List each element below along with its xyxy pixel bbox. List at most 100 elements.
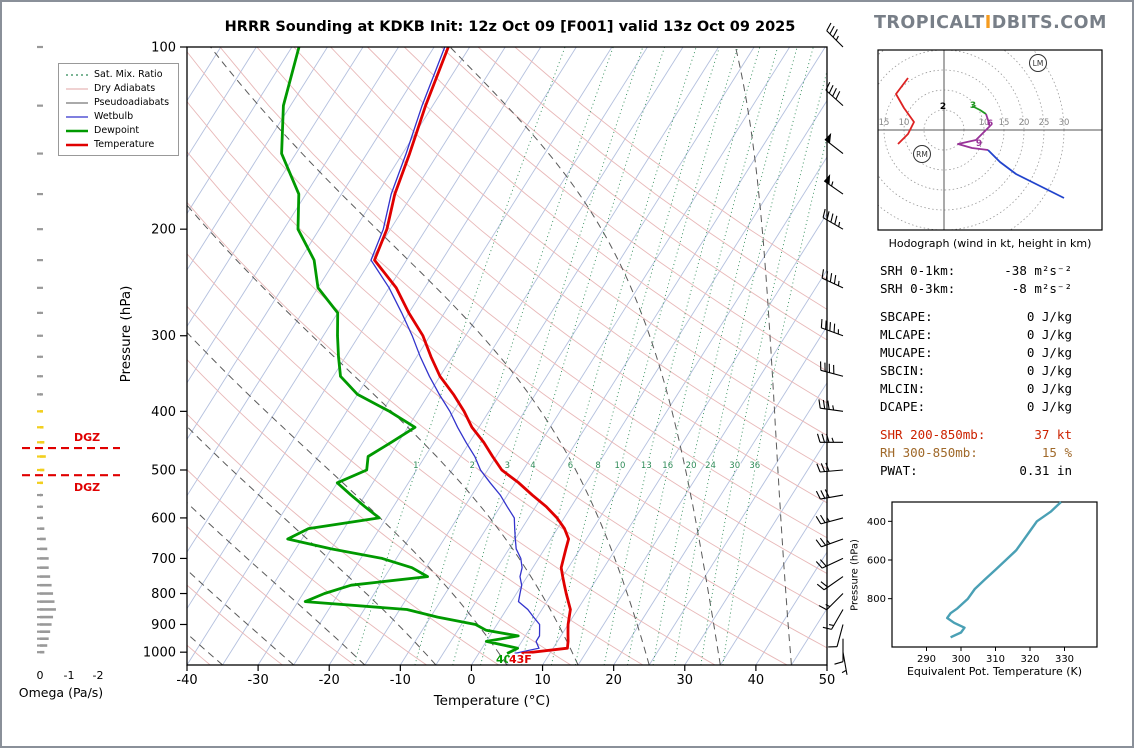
svg-text:43F: 43F — [509, 653, 532, 666]
sounding-profiles — [280, 47, 572, 655]
indices-panel: SRH 0-1km: -38 m²s⁻² SRH 0-3km: -8 m²s⁻² SBC… — [880, 262, 1072, 480]
pressure-axis-label: Pressure (hPa) — [118, 285, 134, 383]
svg-text:2: 2 — [470, 461, 475, 471]
svg-text:15: 15 — [879, 118, 890, 128]
svg-text:8: 8 — [595, 461, 600, 471]
dewpoint-curve — [280, 47, 520, 655]
dry-adiabat-lines — [187, 47, 827, 665]
stat-row-dcape: DCAPE: 0 J/kg — [880, 398, 1072, 416]
svg-text:800: 800 — [151, 587, 176, 602]
wind-barbs — [815, 22, 848, 675]
skewt-axes: 100 200 300 400 500 600 700 800 900 1000-40 -30 -20… — [143, 41, 835, 689]
svg-text:16: 16 — [662, 461, 673, 471]
svg-text:10: 10 — [534, 673, 551, 688]
legend-swatch-dew — [66, 129, 88, 132]
dgz-markers: DGZ DGZ — [22, 431, 120, 494]
svg-text:-20: -20 — [319, 673, 340, 688]
hodograph-trace — [895, 77, 1065, 199]
stat-row-mlcin: MLCIN: 0 J/kg — [880, 380, 1072, 398]
legend-item-temp: Temperature — [65, 139, 169, 150]
stat-row-mucape: MUCAPE: 0 J/kg — [880, 344, 1072, 362]
stat-value: 37 kt — [1034, 427, 1072, 442]
stat-label: MUCAPE: — [880, 345, 933, 360]
legend-item-dew: Dewpoint — [65, 125, 169, 136]
stat-value: 15 % — [1041, 445, 1072, 460]
storm-motion-markers: LM RM — [913, 54, 1047, 163]
isotherm-lines — [187, 47, 827, 665]
hodograph-rings — [878, 50, 1102, 230]
hodograph-height-labels: 2 3 69 — [940, 101, 993, 149]
svg-text:800: 800 — [867, 594, 886, 605]
svg-text:2: 2 — [940, 102, 946, 112]
svg-text:40F: 40F — [496, 653, 519, 666]
omega-axis-label: Omega (Pa/s) — [18, 685, 104, 700]
svg-text:310: 310 — [986, 654, 1005, 665]
legend-swatch-wetbulb — [66, 115, 88, 118]
svg-text:0: 0 — [37, 669, 44, 682]
stat-value: 0 J/kg — [1026, 381, 1072, 396]
svg-text:24: 24 — [705, 461, 716, 471]
legend-label: Temperature — [94, 139, 155, 150]
stat-value: 0 J/kg — [1026, 309, 1072, 324]
stat-value: 0 J/kg — [1026, 327, 1072, 342]
legend-item-wetbulb: Wetbulb — [65, 111, 169, 122]
svg-text:-30: -30 — [247, 673, 268, 688]
thetae-axis-label: Equivalent Pot. Temperature (K) — [906, 665, 1083, 678]
stat-value: 0 J/kg — [1026, 345, 1072, 360]
legend-item-mixratio: Sat. Mix. Ratio — [65, 69, 169, 80]
svg-text:40: 40 — [748, 673, 765, 688]
svg-text:DGZ: DGZ — [74, 431, 100, 444]
svg-text:600: 600 — [151, 511, 176, 526]
stat-row-sbcape: SBCAPE: 0 J/kg — [880, 308, 1072, 326]
svg-text:50: 50 — [819, 673, 836, 688]
svg-text:20: 20 — [605, 673, 622, 688]
stat-label: SBCIN: — [880, 363, 926, 378]
svg-text:400: 400 — [151, 405, 176, 420]
legend-label: Dewpoint — [94, 125, 140, 136]
hodograph-panel: 10 15 20 25 30 15 10 2 3 69 LM RM — [877, 49, 1103, 231]
svg-text:300: 300 — [151, 329, 176, 344]
stat-value: 0.31 in — [1019, 463, 1072, 478]
legend: Sat. Mix. Ratio Dry Adiabats Pseudoadiabat… — [58, 63, 180, 156]
svg-text:500: 500 — [151, 464, 176, 479]
svg-text:13: 13 — [641, 461, 652, 471]
legend-label: Wetbulb — [94, 111, 134, 122]
stat-row-rh: RH 300-850mb: 15 % — [880, 444, 1072, 462]
svg-text:900: 900 — [151, 618, 176, 633]
svg-text:10: 10 — [615, 461, 626, 471]
wetbulb-curve — [370, 47, 541, 655]
svg-text:3: 3 — [970, 101, 976, 111]
stat-label: SHR 200-850mb: — [880, 427, 986, 442]
svg-text:6: 6 — [987, 119, 993, 129]
stat-row-shr: SHR 200-850mb: 37 kt — [880, 426, 1072, 444]
svg-text:DGZ: DGZ — [74, 481, 100, 494]
legend-swatch-dry — [66, 87, 88, 90]
svg-text:100: 100 — [151, 41, 176, 56]
svg-text:330: 330 — [1055, 654, 1074, 665]
theta-e-curve — [946, 501, 1062, 639]
svg-text:-40: -40 — [176, 673, 197, 688]
svg-text:20: 20 — [686, 461, 697, 471]
svg-text:700: 700 — [151, 552, 176, 567]
svg-text:15: 15 — [999, 118, 1010, 128]
svg-text:320: 320 — [1020, 654, 1039, 665]
svg-text:25: 25 — [1039, 118, 1050, 128]
skewt-background: 1 2 3 4 6 8 10 13 16 20 24 30 36 — [187, 47, 827, 665]
thetae-pressure-axis-label: Pressure (hPa) — [849, 539, 861, 611]
legend-swatch-mixratio — [66, 73, 88, 76]
temperature-curve — [373, 47, 572, 655]
svg-text:-10: -10 — [390, 673, 411, 688]
stat-value: 0 J/kg — [1026, 363, 1072, 378]
svg-text:3: 3 — [505, 461, 510, 471]
legend-swatch-pseudo — [66, 101, 88, 104]
theta-e-panel: 290 300 310 320 330 400 600 800 — [867, 501, 1098, 665]
stat-label: MLCAPE: — [880, 327, 933, 342]
stat-row-srh1: SRH 0-1km: -38 m²s⁻² — [880, 262, 1072, 280]
mixing-ratio-lines — [353, 47, 827, 665]
svg-text:300: 300 — [951, 654, 970, 665]
svg-text:200: 200 — [151, 223, 176, 238]
svg-text:30: 30 — [1059, 118, 1070, 128]
svg-text:1000: 1000 — [143, 646, 176, 661]
svg-text:-2: -2 — [93, 669, 104, 682]
